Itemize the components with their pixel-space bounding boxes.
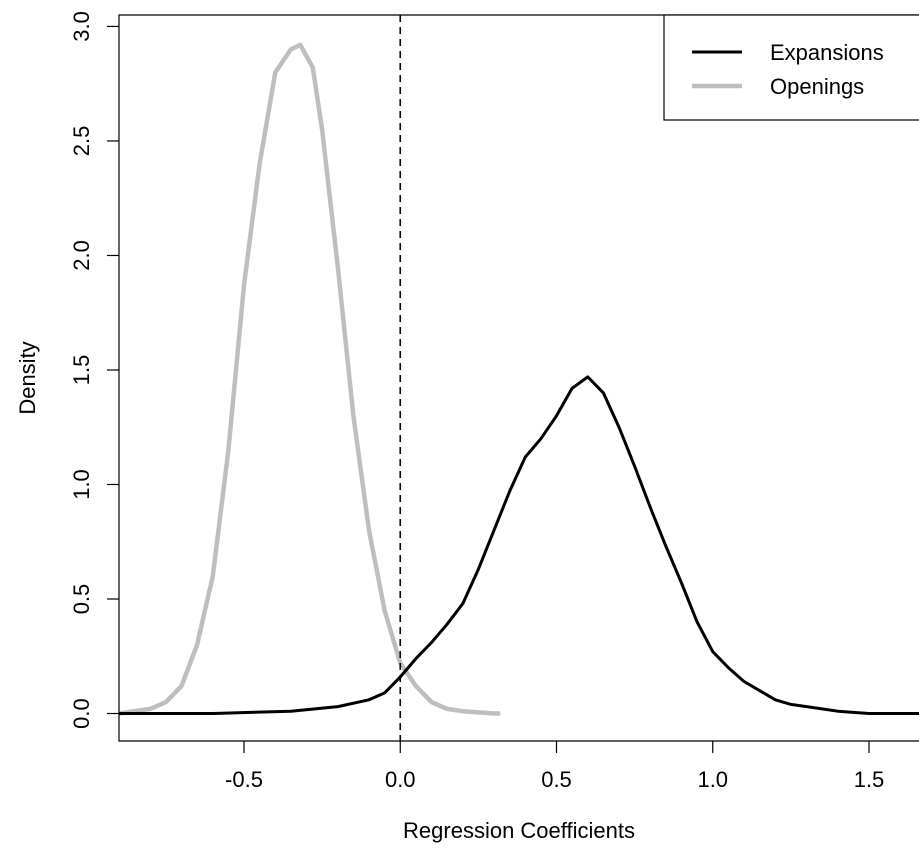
x-tick-label: 0.5 xyxy=(541,767,572,792)
series-line-openings xyxy=(118,42,501,716)
y-axis-title: Density xyxy=(15,341,40,414)
legend: Expansions Openings xyxy=(663,14,919,121)
legend-box xyxy=(663,14,919,121)
y-tick-label: 1.0 xyxy=(69,469,94,500)
x-tick-label: 0.0 xyxy=(385,767,416,792)
x-axis-title: Regression Coefficients xyxy=(403,818,635,843)
y-tick-label: 2.0 xyxy=(69,240,94,271)
x-tick-label: 1.0 xyxy=(697,767,728,792)
legend-label-openings: Openings xyxy=(770,74,864,99)
series-layer xyxy=(118,42,919,716)
x-tick-label: -0.5 xyxy=(225,767,263,792)
y-tick-label: 1.5 xyxy=(69,355,94,386)
y-tick-label: 2.5 xyxy=(69,126,94,157)
y-tick-label: 3.0 xyxy=(69,11,94,42)
plot-frame xyxy=(118,14,919,742)
y-tick-label: 0.5 xyxy=(69,584,94,615)
legend-label-expansions: Expansions xyxy=(770,40,884,65)
series-line-expansions xyxy=(119,375,919,715)
y-tick-label: 0.0 xyxy=(69,698,94,729)
x-tick-label: 1.5 xyxy=(854,767,885,792)
y-axis: 0.0 0.5 1.0 1.5 2.0 2.5 3.0 xyxy=(69,11,119,729)
x-axis: -0.5 0.0 0.5 1.0 1.5 xyxy=(225,741,884,792)
